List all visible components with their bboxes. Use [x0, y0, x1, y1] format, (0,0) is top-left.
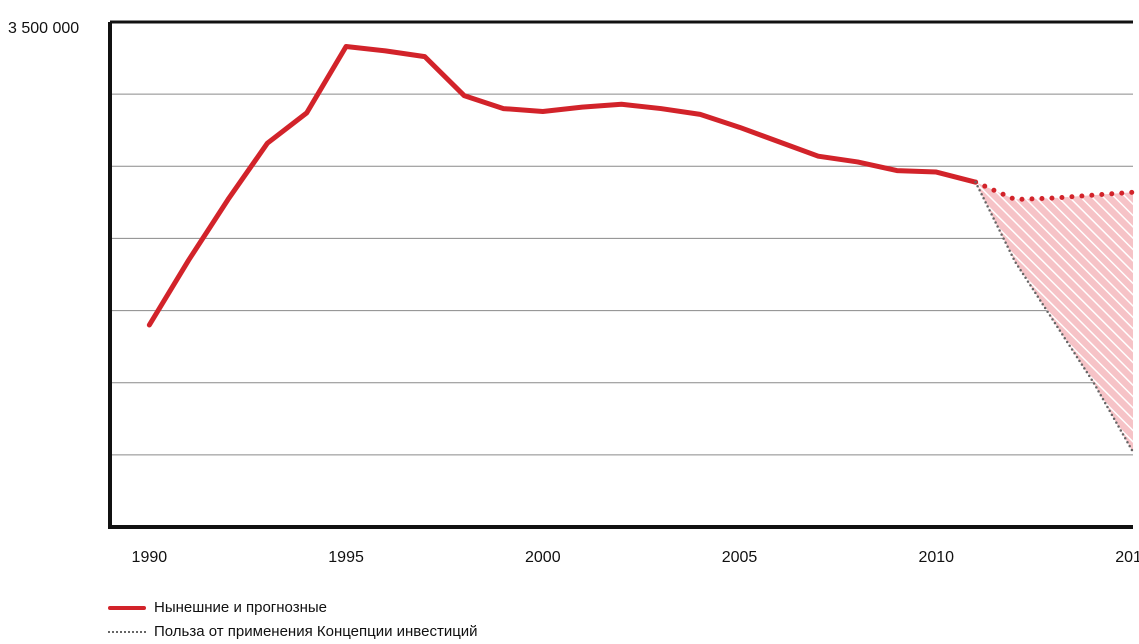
benefit-shaded-area: [975, 182, 1133, 452]
legend-item-benefit: Польза от применения Концепции инвестици…: [108, 623, 478, 640]
legend-item-current: Нынешние и прогнозные: [108, 599, 327, 616]
series-lines: [146, 44, 1136, 454]
x-tick-label: 1995: [328, 549, 364, 566]
legend-label-current: Нынешние и прогнозные: [154, 599, 328, 616]
legend-label-benefit: Польза от применения Концепции инвестици…: [154, 623, 478, 640]
y-top-tick-label: 3 500 000: [8, 20, 79, 37]
legend-dotted-swatch: [108, 630, 146, 633]
x-tick-label: 1990: [132, 549, 168, 566]
series-line-current: [146, 44, 979, 328]
x-tick-label: 2000: [525, 549, 561, 566]
x-tick-label: 2015: [1115, 549, 1139, 566]
x-tick-label: 2005: [722, 549, 758, 566]
gridlines: [110, 93, 1133, 456]
series-line-forecast: [973, 179, 1136, 202]
legend-solid-swatch: [108, 605, 146, 610]
benefit-area: [975, 182, 1133, 452]
axes: [108, 20, 1133, 529]
series-line-benefit: [974, 180, 1135, 454]
tick-labels: 1990 1995 2000 2005 2010 2015 3 500 000: [8, 20, 1139, 566]
x-tick-label: 2010: [918, 549, 954, 566]
